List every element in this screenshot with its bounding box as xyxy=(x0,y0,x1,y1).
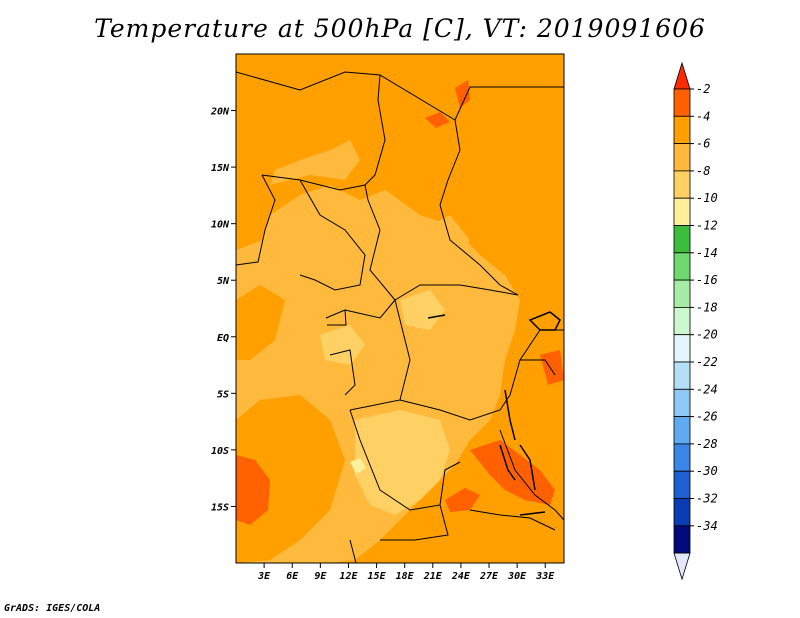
colorbar-swatch xyxy=(673,334,691,363)
colorbar-swatch xyxy=(673,143,691,172)
colorbar-swatch xyxy=(673,525,691,554)
colorbar-swatch xyxy=(673,443,691,472)
colorbar-label: -24 xyxy=(696,382,718,396)
colorbar-label: -14 xyxy=(696,246,718,260)
colorbar-swatch xyxy=(673,252,691,281)
lat-tick-label: 5N xyxy=(217,276,230,287)
lon-tick-label: 9E xyxy=(314,571,327,582)
lakes xyxy=(427,311,561,516)
lon-tick-label: 18E xyxy=(396,571,415,582)
country-borders xyxy=(236,71,564,563)
colorbar-label: -16 xyxy=(696,273,718,287)
colorbar-label: -12 xyxy=(696,219,718,233)
colorbar-label: -22 xyxy=(696,355,718,369)
colorbar-swatch xyxy=(673,197,691,226)
lon-tick-label: 21E xyxy=(423,571,443,582)
lon-tick-label: 6E xyxy=(286,571,299,582)
lon-tick-label: 27E xyxy=(479,571,499,582)
colorbar-label: -2 xyxy=(696,82,710,96)
map-frame xyxy=(235,53,565,564)
colorbar-label: -4 xyxy=(696,109,710,123)
colorbar-label: -32 xyxy=(696,492,718,506)
field-band-4-west xyxy=(236,285,285,360)
colorbar-label: -30 xyxy=(696,464,718,478)
field-band-2-se-b xyxy=(445,488,480,512)
lat-tick-label: EQ xyxy=(217,333,229,344)
colorbar-swatch xyxy=(673,225,691,254)
field-band-8-north xyxy=(270,140,360,185)
colorbar-label: -8 xyxy=(696,164,710,178)
colorbar-label: -26 xyxy=(696,410,718,424)
field-band-12-spot xyxy=(350,458,366,474)
field-band-2-ne-a xyxy=(455,80,470,108)
field-band-8-patch xyxy=(420,215,470,265)
field-band-2-e xyxy=(540,350,564,385)
lon-tick-label: 30E xyxy=(507,571,527,582)
latitude-axis: 20N 15N 10N 5N EQ 5S 10S 15S xyxy=(210,107,236,513)
field-band-2-se xyxy=(470,440,555,505)
colorbar-label: -28 xyxy=(696,437,718,451)
colorbar-label: -18 xyxy=(696,300,718,314)
colorbar-label: -20 xyxy=(696,328,718,342)
colorbar-label: -10 xyxy=(696,191,718,205)
lat-tick-label: 10S xyxy=(211,446,229,457)
lat-tick-label: 15S xyxy=(211,502,229,513)
map-title: Temperature at 500hPa [C], VT: 201909160… xyxy=(94,14,706,43)
field-band-10-c xyxy=(400,290,445,330)
lat-tick-label: 5S xyxy=(217,389,229,400)
lat-tick-label: 10N xyxy=(211,220,230,231)
lon-tick-label: 15E xyxy=(368,571,387,582)
colorbar-label: -34 xyxy=(696,519,718,533)
colorbar-top-arrow xyxy=(673,61,691,90)
colorbar-bottom-arrow xyxy=(673,552,691,581)
lat-tick-label: 15N xyxy=(211,163,230,174)
colorbar-swatch xyxy=(673,498,691,527)
colorbar-swatch xyxy=(673,388,691,417)
colorbar-swatch xyxy=(673,115,691,145)
colorbar-swatch xyxy=(673,306,691,336)
colorbar-label: -6 xyxy=(696,137,710,151)
lon-tick-label: 24E xyxy=(451,571,471,582)
colorbar-swatch xyxy=(673,416,691,445)
longitude-axis: 3E 6E 9E 12E 15E 18E 21E 24E 27E 30E 33E xyxy=(257,563,555,582)
lon-tick-label: 33E xyxy=(535,571,555,582)
lon-tick-label: 12E xyxy=(339,571,358,582)
colorbar-swatch xyxy=(673,470,691,499)
colorbar-swatch xyxy=(673,279,691,308)
colorbar-swatch xyxy=(673,361,691,390)
temperature-map xyxy=(236,54,564,563)
field-band-10-a xyxy=(355,410,450,515)
colorbar-swatch xyxy=(673,88,691,117)
lon-tick-label: 3E xyxy=(257,571,271,582)
field-band-2-ne-b xyxy=(425,112,450,128)
colorbar: -2 -4 -6 -8 -10 -12 -14 -16 -18 -20 -22 -24 -26 -28 -3… xyxy=(673,61,718,581)
colorbar-swatch xyxy=(673,170,691,199)
grads-credit: GrADS: IGES/COLA xyxy=(4,603,101,614)
lat-tick-label: 20N xyxy=(210,107,230,118)
field-band-4-sw xyxy=(236,395,345,563)
field-band-2-sw xyxy=(236,455,270,525)
